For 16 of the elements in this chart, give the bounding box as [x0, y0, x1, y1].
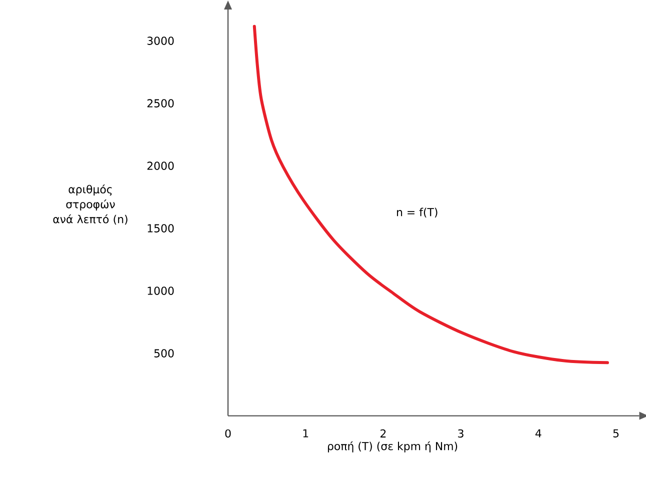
x-tick-label: 3 — [458, 429, 464, 438]
y-axis-title: αριθμός στροφών ανά λεπτό (n) — [53, 184, 128, 225]
y-tick-label: 1000 — [148, 286, 174, 295]
x-axis-title: ροπή (Τ) (σε kpm ή Nm) — [328, 441, 458, 452]
x-tick-label: 0 — [225, 429, 231, 438]
y-tick-label: 1500 — [148, 224, 174, 232]
x-tick-label: 2 — [380, 429, 386, 438]
y-tick-label: 2000 — [147, 162, 174, 170]
text: n = f(T) — [397, 208, 438, 218]
y-tick-label: 3000 — [147, 36, 174, 45]
x-tick-label: 4 — [535, 429, 542, 438]
line-series — [252, 24, 609, 364]
x-tick-label: 1 — [303, 429, 308, 438]
y-tick-label: 500 — [154, 349, 174, 358]
x-tick-label: 5 — [613, 429, 619, 438]
y-tick-label: 2500 — [147, 99, 174, 108]
